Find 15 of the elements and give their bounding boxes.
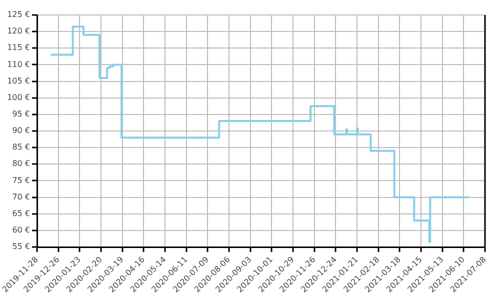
y-tick-label: 95 € [12,110,30,119]
y-tick-label: 105 € [7,76,30,86]
y-tick-label: 70 € [12,192,30,202]
y-tick-label: 55 € [12,242,30,252]
y-tick-label: 85 € [12,142,30,152]
y-tick-label: 75 € [12,176,30,185]
y-tick-label: 100 € [7,92,30,102]
y-tick-label: 120 € [7,26,30,36]
y-tick-label: 80 € [12,159,30,168]
y-tick-label: 90 € [12,126,30,136]
y-tick-label: 60 € [12,226,30,235]
y-tick-label: 65 € [12,208,30,218]
y-tick-label: 125 € [7,10,30,20]
y-tick-label: 110 € [7,60,30,69]
y-tick-label: 115 € [7,43,30,52]
